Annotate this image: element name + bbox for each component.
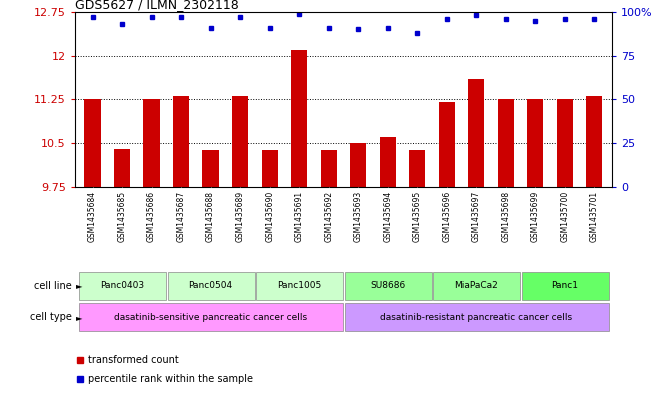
Bar (557, 99, 573, 187)
Bar (114, 149, 130, 187)
Text: GSM1435700: GSM1435700 (561, 191, 569, 242)
Bar (345, 272, 432, 300)
Bar (232, 96, 248, 187)
Text: SU8686: SU8686 (370, 281, 406, 290)
Text: cell line: cell line (34, 281, 72, 291)
Bar (522, 272, 609, 300)
Text: GSM1435698: GSM1435698 (501, 191, 510, 242)
Text: GDS5627 / ILMN_2302118: GDS5627 / ILMN_2302118 (75, 0, 239, 11)
Bar (468, 79, 484, 187)
Text: cell type: cell type (30, 312, 72, 322)
Bar (202, 150, 219, 187)
Text: GSM1435690: GSM1435690 (265, 191, 274, 242)
Bar (527, 99, 544, 187)
Text: GSM1435687: GSM1435687 (176, 191, 186, 242)
Text: GSM1435692: GSM1435692 (324, 191, 333, 242)
Bar (439, 102, 455, 187)
Text: GSM1435689: GSM1435689 (236, 191, 245, 242)
Text: GSM1435691: GSM1435691 (295, 191, 303, 242)
Bar (291, 50, 307, 187)
Bar (256, 272, 343, 300)
Text: GSM1435684: GSM1435684 (88, 191, 97, 242)
Text: GSM1435697: GSM1435697 (472, 191, 480, 242)
Text: GSM1435686: GSM1435686 (147, 191, 156, 242)
Text: Panc0504: Panc0504 (189, 281, 232, 290)
Text: GSM1435701: GSM1435701 (590, 191, 599, 242)
Text: Panc0403: Panc0403 (100, 281, 144, 290)
Text: GSM1435693: GSM1435693 (353, 191, 363, 242)
Text: percentile rank within the sample: percentile rank within the sample (89, 374, 253, 384)
Text: GSM1435696: GSM1435696 (442, 191, 451, 242)
Text: dasatinib-resistant pancreatic cancer cells: dasatinib-resistant pancreatic cancer ce… (380, 313, 572, 322)
Bar (262, 150, 278, 187)
Bar (79, 272, 167, 300)
Bar (497, 99, 514, 187)
Bar (85, 99, 101, 187)
Bar (168, 272, 255, 300)
Text: dasatinib-sensitive pancreatic cancer cells: dasatinib-sensitive pancreatic cancer ce… (114, 313, 307, 322)
Text: MiaPaCa2: MiaPaCa2 (454, 281, 498, 290)
Text: ►: ► (76, 313, 83, 322)
Text: ►: ► (76, 281, 83, 290)
Text: GSM1435688: GSM1435688 (206, 191, 215, 242)
Text: Panc1005: Panc1005 (277, 281, 321, 290)
Text: GSM1435694: GSM1435694 (383, 191, 392, 242)
Text: transformed count: transformed count (89, 354, 179, 365)
Text: GSM1435695: GSM1435695 (413, 191, 422, 242)
Bar (434, 272, 520, 300)
Bar (586, 96, 602, 187)
Bar (380, 137, 396, 187)
Text: Panc1: Panc1 (551, 281, 578, 290)
Text: GSM1435685: GSM1435685 (118, 191, 126, 242)
Bar (173, 96, 189, 187)
Bar (143, 99, 159, 187)
Bar (320, 150, 337, 187)
Text: GSM1435699: GSM1435699 (531, 191, 540, 242)
Bar (79, 303, 343, 332)
Bar (409, 150, 425, 187)
Bar (350, 143, 367, 187)
Bar (345, 303, 609, 332)
